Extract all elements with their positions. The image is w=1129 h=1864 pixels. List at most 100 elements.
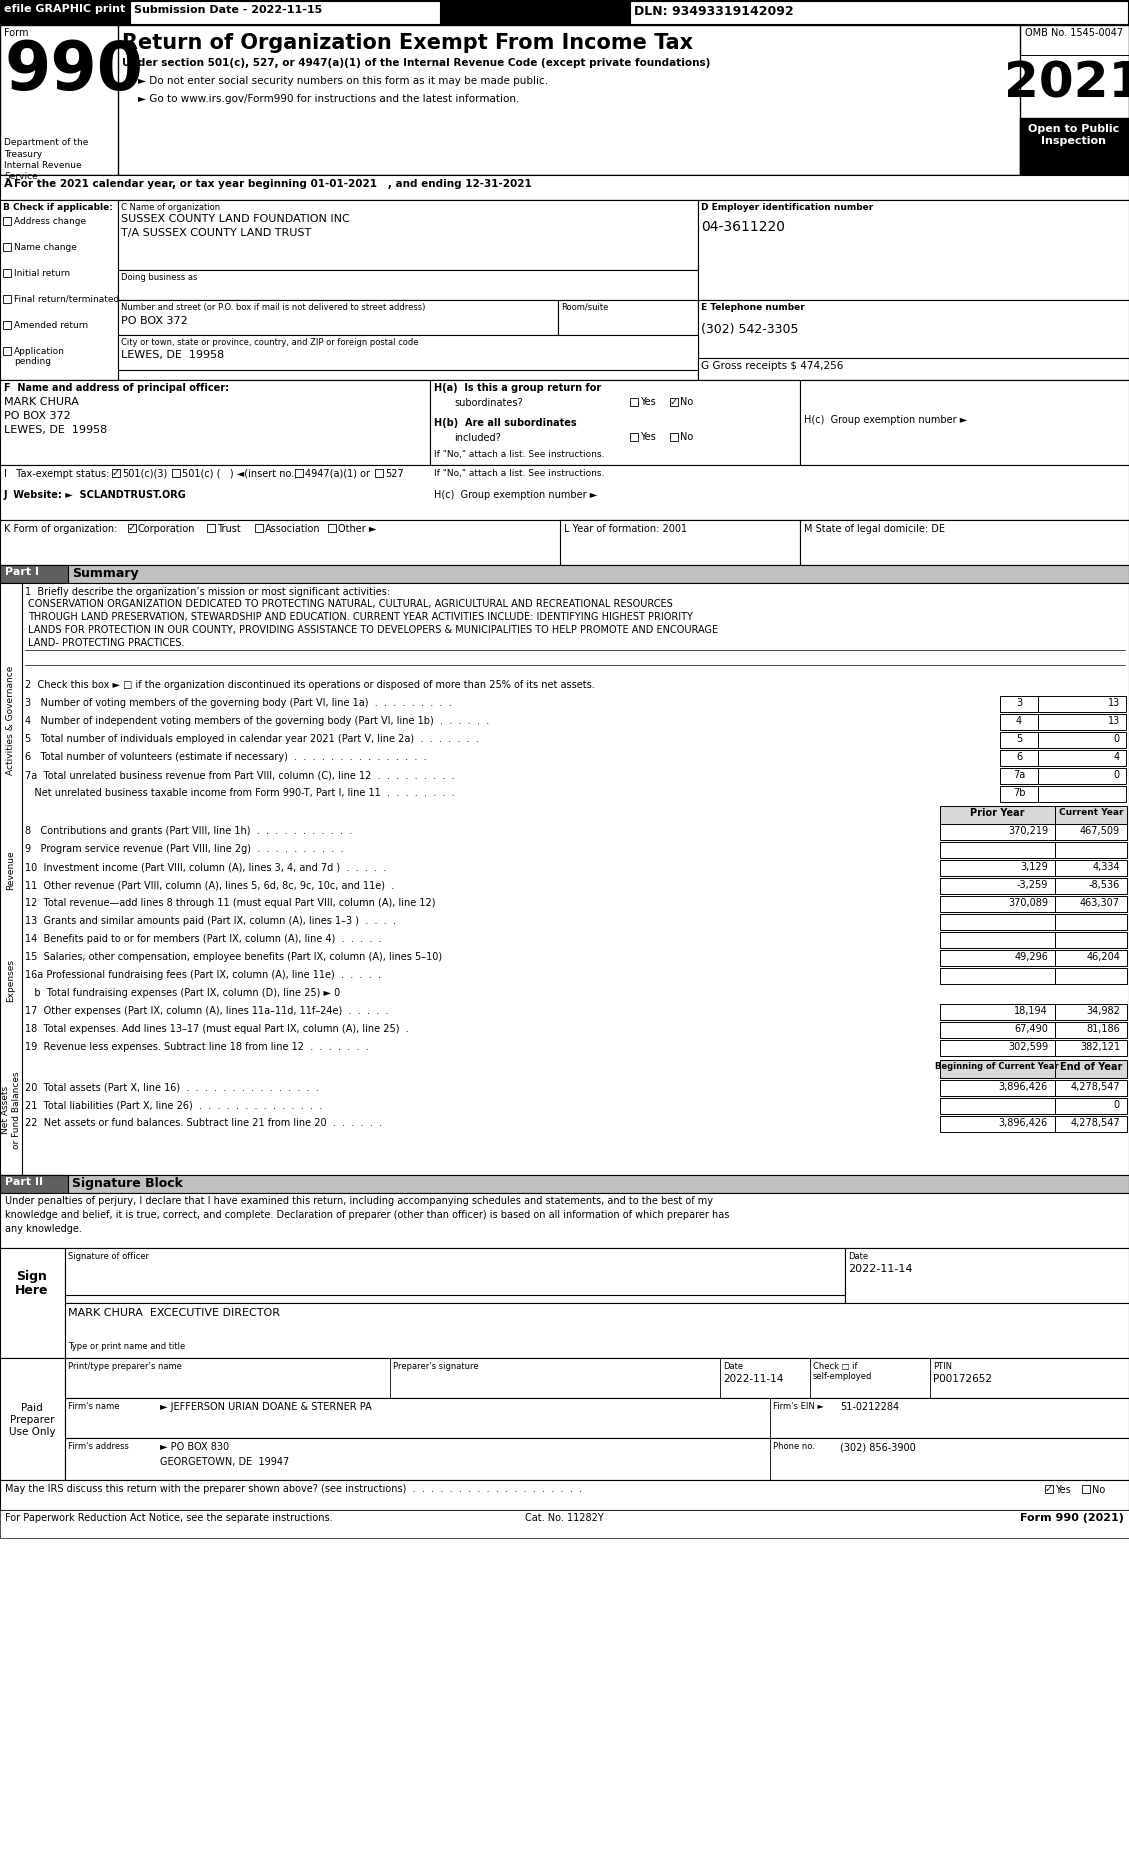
Text: b  Total fundraising expenses (Part IX, column (D), line 25) ► 0: b Total fundraising expenses (Part IX, c…	[25, 988, 340, 997]
Bar	[3, 295, 11, 304]
Text: 17  Other expenses (Part IX, column (A), lines 11a–11d, 11f–24e)  .  .  .  .  .: 17 Other expenses (Part IX, column (A), …	[25, 1007, 388, 1016]
Text: H(b)  Are all subordinates: H(b) Are all subordinates	[434, 418, 577, 429]
Text: ► PO BOX 830: ► PO BOX 830	[160, 1443, 229, 1452]
Bar	[940, 878, 1054, 895]
Text: F  Name and address of principal officer:: F Name and address of principal officer:	[5, 382, 229, 393]
Text: 2022-11-14: 2022-11-14	[723, 1374, 784, 1383]
Text: 20  Total assets (Part X, line 16)  .  .  .  .  .  .  .  .  .  .  .  .  .  .  .: 20 Total assets (Part X, line 16) . . . …	[25, 1081, 318, 1092]
Text: Check □ if
self-employed: Check □ if self-employed	[813, 1363, 873, 1381]
Text: ► JEFFERSON URIAN DOANE & STERNER PA: ► JEFFERSON URIAN DOANE & STERNER PA	[160, 1402, 371, 1413]
Text: 7a: 7a	[1013, 770, 1025, 779]
Text: For the 2021 calendar year, or tax year beginning 01-01-2021   , and ending 12-3: For the 2021 calendar year, or tax year …	[14, 179, 532, 188]
Text: MARK CHURA  EXCECUTIVE DIRECTOR: MARK CHURA EXCECUTIVE DIRECTOR	[68, 1309, 280, 1318]
Bar	[844, 1249, 1129, 1303]
Bar	[1082, 1486, 1089, 1493]
Bar	[1054, 1061, 1127, 1077]
Text: Paid
Preparer
Use Only: Paid Preparer Use Only	[9, 1404, 55, 1437]
Text: No: No	[680, 432, 693, 442]
Bar	[1038, 749, 1126, 766]
Bar	[1054, 1117, 1127, 1131]
Bar	[0, 583, 21, 1174]
Bar	[558, 300, 698, 336]
Text: P00172652: P00172652	[933, 1374, 992, 1383]
Text: -8,536: -8,536	[1088, 880, 1120, 889]
Text: Type or print name and title: Type or print name and title	[68, 1342, 185, 1351]
Text: 3: 3	[1016, 697, 1022, 708]
Bar	[669, 399, 679, 406]
Text: PTIN: PTIN	[933, 1363, 952, 1372]
Text: 382,121: 382,121	[1079, 1042, 1120, 1051]
Text: B Check if applicable:: B Check if applicable:	[3, 203, 113, 212]
Bar	[1038, 733, 1126, 747]
Text: Date: Date	[723, 1363, 743, 1372]
Text: ✓: ✓	[128, 524, 137, 533]
Text: Net unrelated business taxable income from Form 990-T, Part I, line 11  .  .  . : Net unrelated business taxable income fr…	[25, 788, 455, 798]
Bar	[0, 1359, 65, 1480]
Bar	[940, 1117, 1054, 1131]
Bar	[1054, 1040, 1127, 1057]
Text: Submission Date - 2022-11-15: Submission Date - 2022-11-15	[134, 6, 322, 15]
Text: 302,599: 302,599	[1008, 1042, 1048, 1051]
Bar	[940, 1040, 1054, 1057]
Text: Open to Public
Inspection: Open to Public Inspection	[1029, 125, 1120, 145]
Text: 67,490: 67,490	[1014, 1023, 1048, 1035]
Text: 10  Investment income (Part VIII, column (A), lines 3, 4, and 7d )  .  .  .  .  : 10 Investment income (Part VIII, column …	[25, 861, 386, 872]
Bar	[0, 0, 1129, 24]
Bar	[940, 1061, 1054, 1077]
Text: Expenses: Expenses	[7, 958, 16, 1001]
Text: Beginning of Current Year: Beginning of Current Year	[935, 1062, 1059, 1072]
Text: Corporation: Corporation	[138, 524, 195, 533]
Text: A: A	[5, 179, 12, 188]
Bar	[0, 583, 1129, 1174]
Text: Revenue: Revenue	[7, 850, 16, 889]
Bar	[1038, 695, 1126, 712]
Bar	[375, 470, 383, 477]
Text: 467,509: 467,509	[1079, 826, 1120, 835]
Bar	[1054, 967, 1127, 984]
Text: 2022-11-14: 2022-11-14	[848, 1264, 912, 1273]
Bar	[1054, 1005, 1127, 1020]
Text: 501(c) (   ) ◄(insert no.): 501(c) ( ) ◄(insert no.)	[182, 470, 298, 479]
Text: Return of Organization Exempt From Income Tax: Return of Organization Exempt From Incom…	[122, 34, 693, 52]
Text: If "No," attach a list. See instructions.: If "No," attach a list. See instructions…	[434, 449, 604, 459]
Text: 6: 6	[1016, 751, 1022, 762]
Bar	[1019, 24, 1129, 175]
Text: Yes: Yes	[640, 397, 656, 406]
Bar	[1054, 824, 1127, 841]
Bar	[940, 1079, 1054, 1096]
Bar	[1054, 913, 1127, 930]
Text: included?: included?	[454, 432, 501, 444]
Bar	[0, 380, 1129, 464]
Text: Under section 501(c), 527, or 4947(a)(1) of the Internal Revenue Code (except pr: Under section 501(c), 527, or 4947(a)(1)…	[122, 58, 710, 67]
Text: (302) 856-3900: (302) 856-3900	[840, 1443, 916, 1452]
Text: Other ►: Other ►	[338, 524, 376, 533]
Bar	[3, 268, 11, 278]
Bar	[940, 859, 1054, 876]
Bar	[940, 967, 1054, 984]
Bar	[1054, 878, 1127, 895]
Text: Current Year: Current Year	[1059, 807, 1123, 816]
Text: Print/type preparer’s name: Print/type preparer’s name	[68, 1363, 182, 1372]
Bar	[3, 216, 11, 226]
Text: 3,129: 3,129	[1021, 861, 1048, 872]
Text: 4   Number of independent voting members of the governing body (Part VI, line 1b: 4 Number of independent voting members o…	[25, 716, 489, 725]
Text: (302) 542-3305: (302) 542-3305	[701, 322, 798, 336]
Bar	[669, 432, 679, 442]
Bar	[1054, 1079, 1127, 1096]
Text: 16a Professional fundraising fees (Part IX, column (A), line 11e)  .  .  .  .  .: 16a Professional fundraising fees (Part …	[25, 969, 380, 980]
Text: Cat. No. 11282Y: Cat. No. 11282Y	[525, 1514, 603, 1523]
Bar	[1000, 749, 1038, 766]
Text: If "No," attach a list. See instructions.: If "No," attach a list. See instructions…	[434, 470, 604, 477]
Bar	[295, 470, 303, 477]
Bar	[1000, 695, 1038, 712]
Bar	[130, 2, 440, 24]
Text: Address change: Address change	[14, 216, 86, 226]
Text: 34,982: 34,982	[1086, 1007, 1120, 1016]
Text: 18  Total expenses. Add lines 13–17 (must equal Part IX, column (A), line 25)  .: 18 Total expenses. Add lines 13–17 (must…	[25, 1023, 409, 1035]
Bar	[0, 199, 1129, 380]
Text: 51-0212284: 51-0212284	[840, 1402, 899, 1413]
Bar	[0, 24, 119, 175]
Text: H(a)  Is this a group return for: H(a) Is this a group return for	[434, 382, 602, 393]
Text: Form 990 (2021): Form 990 (2021)	[1021, 1514, 1124, 1523]
Text: Final return/terminated: Final return/terminated	[14, 295, 120, 304]
